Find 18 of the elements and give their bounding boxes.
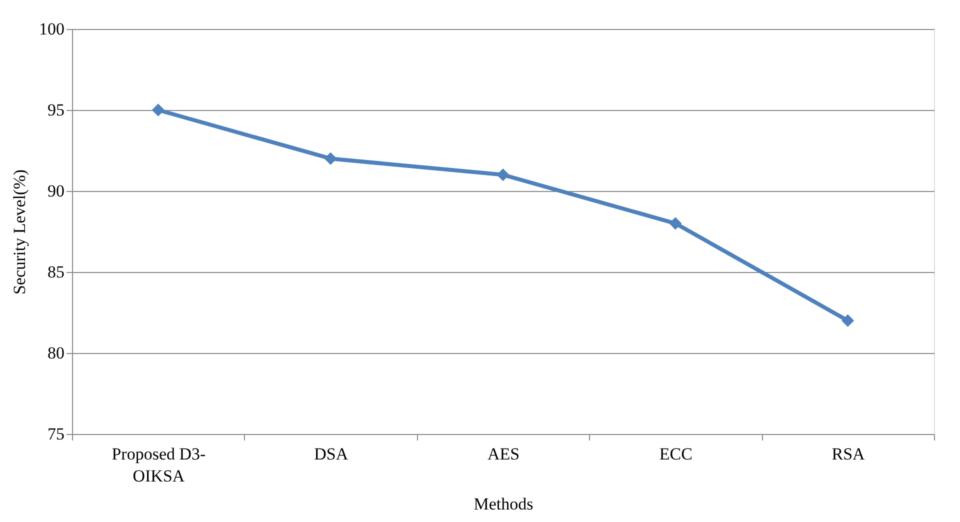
x-tick-label: DSA [314, 444, 349, 464]
y-tick-label: 90 [48, 182, 64, 200]
point [324, 152, 337, 165]
point [152, 104, 165, 116]
x-tick-label: RSA [832, 444, 866, 464]
y-axis-title: Security Level(%) [10, 169, 29, 295]
y-tick-label: 100 [39, 20, 64, 38]
point [669, 217, 682, 230]
x-tick-label: ECC [659, 444, 692, 464]
point [496, 168, 510, 182]
y-tick-label: 95 [48, 100, 64, 120]
y-tick-label: 80 [48, 344, 64, 362]
x-tick-label: Proposed D3-OIKSA [112, 444, 206, 486]
y-tick-label: 75 [48, 424, 64, 444]
x-tick-label: AES [487, 444, 520, 464]
y-tick-label: 85 [48, 262, 64, 282]
point [841, 314, 854, 327]
x-axis-title: Methods [474, 494, 534, 514]
